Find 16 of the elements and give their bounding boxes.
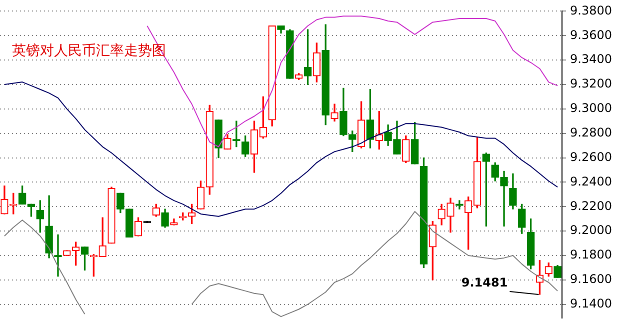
y-tick-label: 9.3600	[570, 28, 612, 42]
y-tick-label: 9.3200	[570, 76, 612, 91]
y-tick-label: 9.2200	[570, 198, 612, 213]
y-tick-label: 9.1400	[570, 296, 612, 310]
candlestick	[456, 200, 464, 210]
y-tick-label: 9.2600	[570, 150, 612, 164]
y-tick-label: 9.2800	[570, 125, 612, 140]
annotation: 9.1481	[461, 276, 508, 290]
y-tick-label: 9.1600	[570, 272, 612, 286]
y-tick-label: 9.3000	[570, 101, 612, 116]
y-tick-label: 9.2400	[570, 174, 612, 188]
y-tick-label: 9.2000	[570, 223, 612, 238]
y-tick-label: 9.3400	[570, 52, 612, 66]
y-tick-label: 9.3800	[570, 3, 612, 18]
y-tick-label: 9.1800	[570, 248, 612, 262]
candlestick	[54, 234, 62, 277]
